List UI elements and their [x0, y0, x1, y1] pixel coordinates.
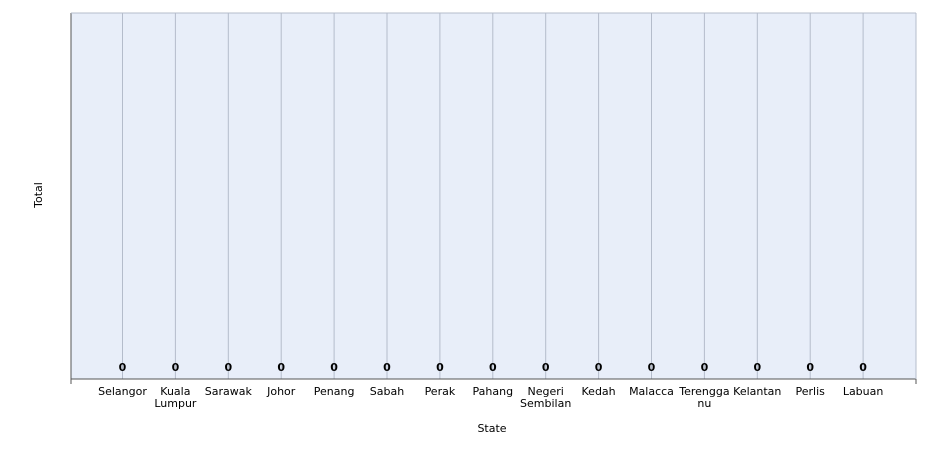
x-tick-labels: Selangor Kuala Lumpur Sarawak Johor Penang Sab… [98, 385, 883, 410]
y-axis-title: Total [32, 182, 45, 209]
x-tick-label: Labuan [843, 385, 884, 398]
x-tick-label: Kedah [582, 385, 616, 398]
data-label: 0 [383, 361, 391, 374]
data-label: 0 [330, 361, 338, 374]
x-tick-label: Negeri Sembilan [520, 385, 571, 410]
data-label: 0 [701, 361, 709, 374]
data-label: 0 [119, 361, 127, 374]
x-axis-title: State [477, 422, 506, 435]
x-tick-label: Selangor [98, 385, 147, 398]
x-tick-label: Penang [314, 385, 355, 398]
data-label: 0 [648, 361, 656, 374]
data-label: 0 [542, 361, 550, 374]
x-tick-label: Sarawak [205, 385, 253, 398]
x-tick-label: Kuala Lumpur [154, 385, 197, 410]
x-tick-label: Terengga nu [678, 385, 729, 410]
plot-area [71, 13, 916, 379]
data-label: 0 [172, 361, 180, 374]
x-tick-label: Perlis [796, 385, 826, 398]
x-tick-label: Johor [266, 385, 296, 398]
x-axis-ticks [70, 379, 917, 384]
x-tick-label: Malacca [629, 385, 674, 398]
data-label: 0 [859, 361, 867, 374]
x-tick-label: Kelantan [733, 385, 781, 398]
data-label: 0 [224, 361, 232, 374]
data-label: 0 [277, 361, 285, 374]
data-label: 0 [436, 361, 444, 374]
data-labels: 0 0 0 0 0 0 0 0 0 0 0 0 0 0 0 [119, 361, 868, 374]
data-label: 0 [753, 361, 761, 374]
x-tick-label: Sabah [370, 385, 404, 398]
gridlines [122, 13, 864, 379]
data-label: 0 [806, 361, 814, 374]
x-tick-label: Perak [425, 385, 456, 398]
x-tick-label: Pahang [473, 385, 514, 398]
data-label: 0 [489, 361, 497, 374]
data-label: 0 [595, 361, 603, 374]
